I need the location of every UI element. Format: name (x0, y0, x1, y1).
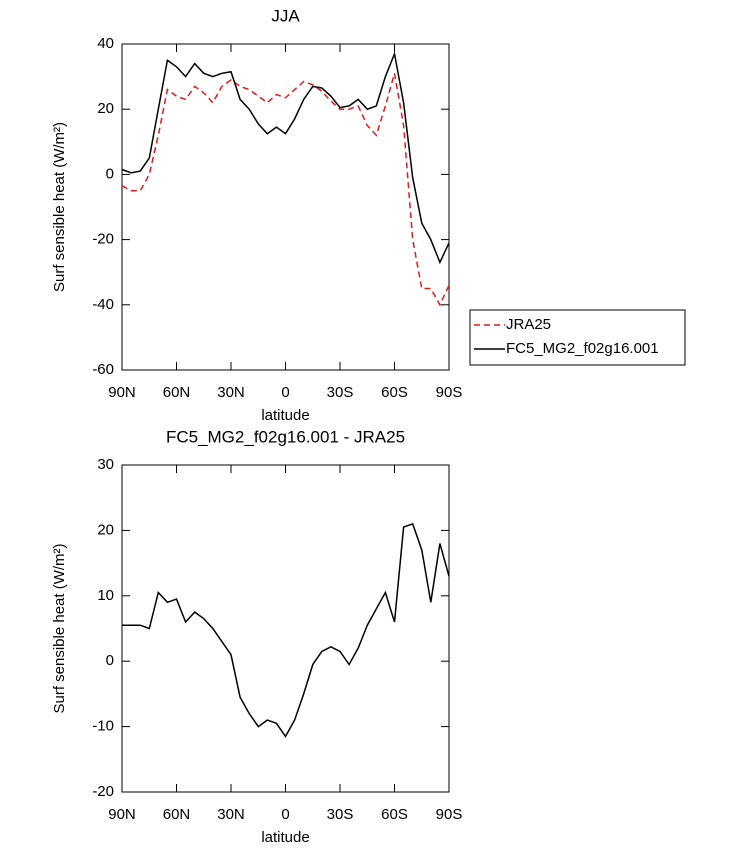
x-tick-label: 90N (108, 806, 136, 823)
x-tick-label: 90N (108, 384, 136, 401)
y-tick-label: -40 (92, 296, 114, 313)
y-tick-label: -20 (92, 783, 114, 800)
series-line (122, 522, 450, 738)
chart-title: JJA (271, 6, 300, 25)
legend-box (469, 309, 686, 366)
x-tick-label: 90S (436, 806, 463, 823)
plot-frame (121, 464, 450, 793)
y-tick-label: 20 (97, 521, 114, 538)
x-tick-label: 60N (163, 384, 191, 401)
x-tick-label: 30S (327, 806, 354, 823)
x-tick-label: 90S (436, 384, 463, 401)
y-tick-label: 10 (97, 587, 114, 604)
y-tick-label: 40 (97, 35, 114, 52)
x-tick-label: 60S (381, 806, 408, 823)
y-tick-label: -10 (92, 718, 114, 735)
x-tick-label: 0 (281, 806, 289, 823)
series-line (121, 73, 450, 307)
y-tick-label: -60 (92, 361, 114, 378)
chart-title: FC5_MG2_f02g16.001 - JRA25 (166, 427, 405, 446)
series-line (121, 51, 450, 265)
y-tick-label: 0 (106, 165, 114, 182)
x-tick-label: 60S (381, 384, 408, 401)
x-axis-label: latitude (261, 407, 309, 424)
y-axis-label: Surf sensible heat (W/m²) (51, 122, 68, 292)
y-tick-label: 30 (97, 456, 114, 473)
x-tick-label: 30S (327, 384, 354, 401)
x-tick-label: 0 (281, 384, 289, 401)
legend-label: FC5_MG2_f02g16.001 (506, 340, 659, 357)
y-tick-label: 0 (106, 652, 114, 669)
x-tick-label: 30N (217, 384, 245, 401)
x-tick-label: 60N (163, 806, 191, 823)
plot-frame (121, 43, 450, 371)
y-axis-label: Surf sensible heat (W/m²) (51, 543, 68, 713)
y-tick-label: -20 (92, 231, 114, 248)
x-tick-label: 30N (217, 806, 245, 823)
legend-label: JRA25 (506, 316, 551, 333)
y-tick-label: 20 (97, 100, 114, 117)
x-axis-label: latitude (261, 829, 309, 846)
